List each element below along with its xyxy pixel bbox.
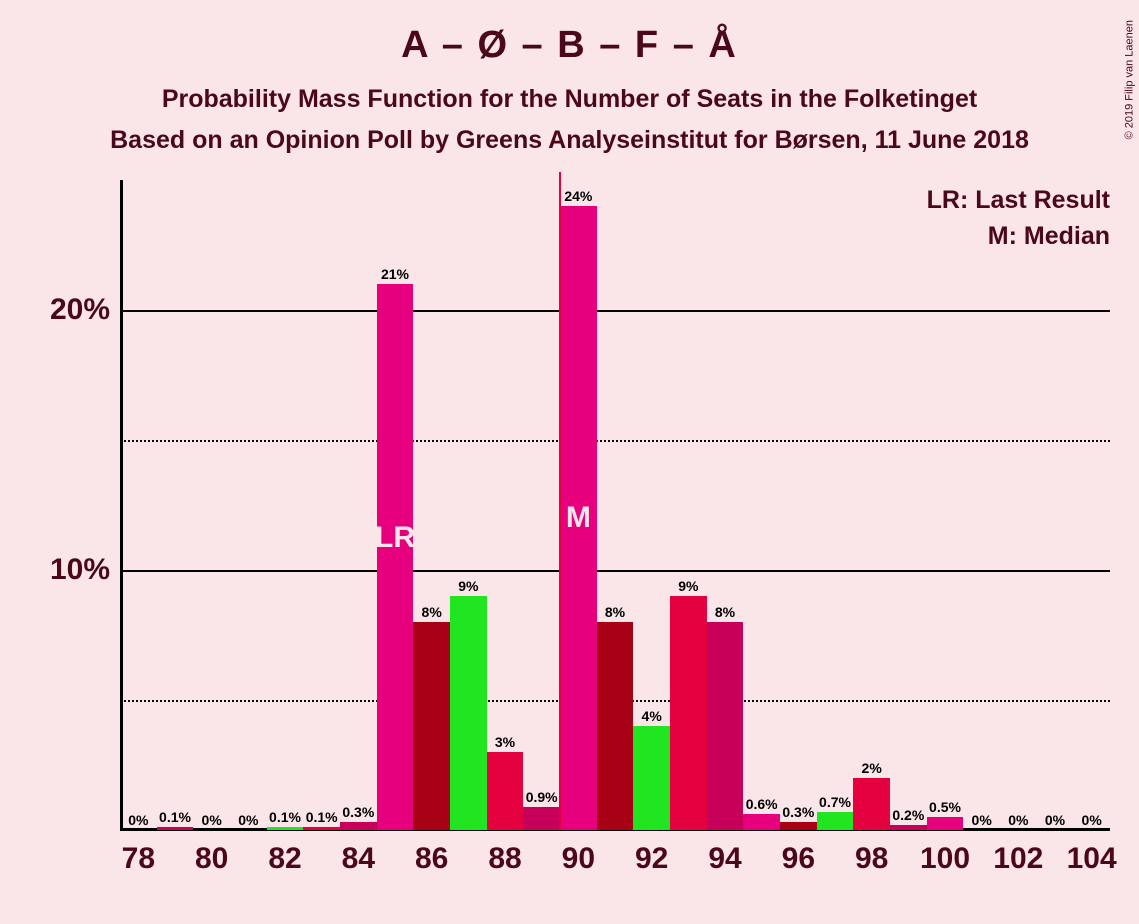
bar (890, 825, 927, 830)
bar (707, 622, 744, 830)
chart-title: A – Ø – B – F – Å (0, 0, 1139, 67)
bar (340, 822, 377, 830)
legend-m: M: Median (988, 222, 1110, 251)
bar-value-label: 0.6% (746, 796, 778, 812)
x-tick-label: 88 (488, 830, 521, 876)
bar-value-label: 21% (381, 266, 409, 282)
x-tick-label: 98 (855, 830, 888, 876)
bar (487, 752, 524, 830)
bar-value-label: 9% (678, 578, 698, 594)
bar-value-label: 24% (564, 188, 592, 204)
median-line (559, 172, 561, 830)
bar (853, 778, 890, 830)
y-axis (120, 180, 123, 830)
x-tick-label: 104 (1067, 830, 1117, 876)
bar (597, 622, 634, 830)
bar (413, 622, 450, 830)
bar-value-label: 0% (238, 812, 258, 828)
m-marker: M (566, 501, 591, 535)
credit-text: © 2019 Filip van Laenen (1123, 20, 1135, 139)
bar-value-label: 0% (1082, 812, 1102, 828)
chart-subtitle-2: Based on an Opinion Poll by Greens Analy… (0, 126, 1139, 155)
bar-value-label: 9% (458, 578, 478, 594)
bar-value-label: 0.5% (929, 799, 961, 815)
bar-value-label: 0.1% (159, 809, 191, 825)
bar (267, 827, 304, 830)
gridline (120, 570, 1110, 572)
bar-value-label: 0.1% (269, 809, 301, 825)
bar-value-label: 0.9% (526, 789, 558, 805)
x-tick-label: 94 (708, 830, 741, 876)
x-tick-label: 100 (920, 830, 970, 876)
bar (523, 807, 560, 830)
gridline (120, 310, 1110, 312)
chart-plot-area: 10%20%78808284868890929496981001021040%0… (120, 180, 1110, 830)
chart-subtitle-1: Probability Mass Function for the Number… (0, 85, 1139, 114)
bar-value-label: 8% (715, 604, 735, 620)
bar-value-label: 8% (422, 604, 442, 620)
gridline-minor (120, 440, 1110, 442)
bar (157, 827, 194, 830)
x-tick-label: 84 (342, 830, 375, 876)
bar (303, 827, 340, 830)
bar-value-label: 4% (642, 708, 662, 724)
x-tick-label: 86 (415, 830, 448, 876)
bar-value-label: 0% (1008, 812, 1028, 828)
bar (817, 812, 854, 830)
bar-value-label: 0% (128, 812, 148, 828)
x-tick-label: 82 (268, 830, 301, 876)
x-tick-label: 80 (195, 830, 228, 876)
bar (670, 596, 707, 830)
legend-lr: LR: Last Result (927, 186, 1110, 215)
bar (377, 284, 414, 830)
bar-value-label: 0.2% (892, 807, 924, 823)
x-tick-label: 92 (635, 830, 668, 876)
y-tick-label: 20% (50, 293, 120, 327)
bar-value-label: 0% (972, 812, 992, 828)
bar-value-label: 0.1% (306, 809, 338, 825)
bar-value-label: 0.7% (819, 794, 851, 810)
bar-value-label: 0.3% (782, 804, 814, 820)
x-tick-label: 78 (122, 830, 155, 876)
bar (927, 817, 964, 830)
lr-marker: LR (375, 521, 415, 555)
bar-value-label: 8% (605, 604, 625, 620)
bar-value-label: 0% (1045, 812, 1065, 828)
y-tick-label: 10% (50, 553, 120, 587)
bar-value-label: 3% (495, 734, 515, 750)
bar (780, 822, 817, 830)
bar (743, 814, 780, 830)
bar-value-label: 2% (862, 760, 882, 776)
x-tick-label: 102 (993, 830, 1043, 876)
x-tick-label: 96 (782, 830, 815, 876)
x-tick-label: 90 (562, 830, 595, 876)
bar-value-label: 0% (202, 812, 222, 828)
bar (633, 726, 670, 830)
bar (450, 596, 487, 830)
bar-value-label: 0.3% (342, 804, 374, 820)
